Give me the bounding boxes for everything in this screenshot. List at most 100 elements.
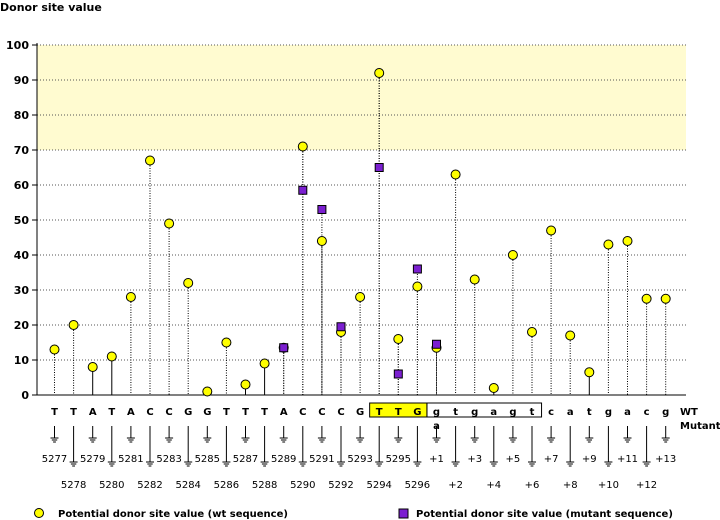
- position-label: +8: [563, 480, 578, 491]
- position-label: 5285: [195, 454, 220, 465]
- position-tick: [50, 426, 59, 443]
- mutant-point: [298, 185, 308, 195]
- wt-point: [221, 337, 232, 348]
- position-label: +9: [582, 454, 597, 465]
- position-label: 5283: [156, 454, 181, 465]
- position-label: 5281: [118, 454, 143, 465]
- sequence-base: T: [51, 407, 58, 418]
- wt-point: [106, 351, 117, 362]
- position-label: +12: [636, 480, 657, 491]
- position-label: +7: [544, 454, 559, 465]
- legend-wt-marker: [34, 508, 44, 518]
- sequence-base: a: [490, 407, 497, 418]
- y-tick-label: 60: [14, 179, 30, 192]
- chart-title: Donor site value: [0, 1, 102, 14]
- position-label: 5296: [405, 480, 430, 491]
- sequence-base: G: [184, 407, 192, 418]
- y-tick-label: 30: [14, 284, 30, 297]
- sequence-base: G: [356, 407, 364, 418]
- legend-mutant-label: Potential donor site value (mutant seque…: [416, 509, 673, 520]
- sequence-base: g: [433, 407, 440, 418]
- wt-point: [641, 293, 652, 304]
- wt-point: [584, 367, 595, 378]
- position-label: 5277: [42, 454, 67, 465]
- mutant-point: [432, 339, 441, 349]
- position-label: +2: [448, 480, 463, 491]
- sequence-base: T: [395, 407, 402, 418]
- wt-point: [565, 330, 576, 341]
- mutant-point: [374, 163, 384, 172]
- position-label: 5282: [137, 480, 162, 491]
- position-tick: [88, 426, 97, 443]
- position-label: 5291: [309, 454, 334, 465]
- position-label: 5295: [386, 454, 411, 465]
- wt-point: [240, 379, 251, 390]
- position-tick: [394, 426, 403, 443]
- position-tick: [661, 426, 670, 443]
- position-tick: [451, 426, 460, 467]
- position-label: 5289: [271, 454, 296, 465]
- position-label: 5288: [252, 480, 277, 491]
- position-label: 5280: [99, 480, 124, 491]
- y-tick-label: 100: [6, 39, 29, 52]
- position-label: +13: [655, 454, 676, 465]
- position-tick: [470, 426, 479, 443]
- wt-point: [183, 278, 194, 288]
- wt-point: [450, 169, 461, 180]
- sequence-base: c: [548, 407, 554, 418]
- position-label: 5286: [214, 480, 239, 491]
- sequence-base: g: [662, 407, 669, 418]
- y-tick-label: 40: [14, 249, 30, 262]
- position-tick: [508, 426, 517, 443]
- wt-row-label: WT: [680, 407, 698, 418]
- sequence-base: G: [203, 407, 211, 418]
- wt-point: [603, 239, 614, 250]
- sequence-base: C: [318, 407, 325, 418]
- position-label: +1: [429, 454, 444, 465]
- position-tick: [585, 426, 594, 443]
- mutant-point: [412, 264, 422, 274]
- wt-point: [507, 250, 518, 260]
- wt-point: [68, 320, 79, 330]
- sequence-base: T: [223, 407, 230, 418]
- position-tick: [126, 426, 135, 443]
- sequence-base: A: [127, 407, 135, 418]
- position-label: 5284: [175, 480, 200, 491]
- sequence-base: g: [605, 407, 612, 418]
- y-tick-label: 50: [14, 214, 30, 227]
- position-label: 5292: [328, 480, 353, 491]
- y-tick-label: 0: [21, 389, 29, 402]
- position-label: 5279: [80, 454, 105, 465]
- wt-point: [355, 292, 366, 302]
- wt-point: [546, 225, 557, 236]
- position-tick: [69, 426, 78, 467]
- position-tick: [279, 426, 288, 443]
- position-label: +5: [506, 454, 521, 465]
- position-label: 5294: [366, 480, 391, 491]
- sequence-base: c: [644, 407, 650, 418]
- wt-point: [125, 292, 136, 302]
- wt-point: [49, 344, 60, 355]
- wt-point: [87, 362, 98, 372]
- position-tick: [432, 426, 441, 443]
- position-label: 5278: [61, 480, 86, 491]
- wt-point: [660, 293, 671, 304]
- position-tick: [375, 426, 384, 467]
- position-label: +11: [617, 454, 638, 465]
- position-label: 5290: [290, 480, 315, 491]
- wt-point: [316, 236, 327, 246]
- position-label: +10: [598, 480, 619, 491]
- position-tick: [547, 426, 556, 443]
- y-tick-label: 10: [14, 354, 30, 367]
- wt-point: [164, 218, 175, 229]
- sequence-base: t: [530, 407, 535, 418]
- sequence-base: G: [413, 407, 421, 418]
- sequence-base: C: [337, 407, 344, 418]
- position-tick: [356, 426, 365, 443]
- position-tick: [165, 426, 174, 443]
- position-tick: [413, 426, 422, 467]
- mutant-row-label: Mutant: [680, 421, 720, 432]
- legend-wt-label: Potential donor site value (wt sequence): [58, 509, 288, 520]
- highlight-band: [37, 45, 686, 150]
